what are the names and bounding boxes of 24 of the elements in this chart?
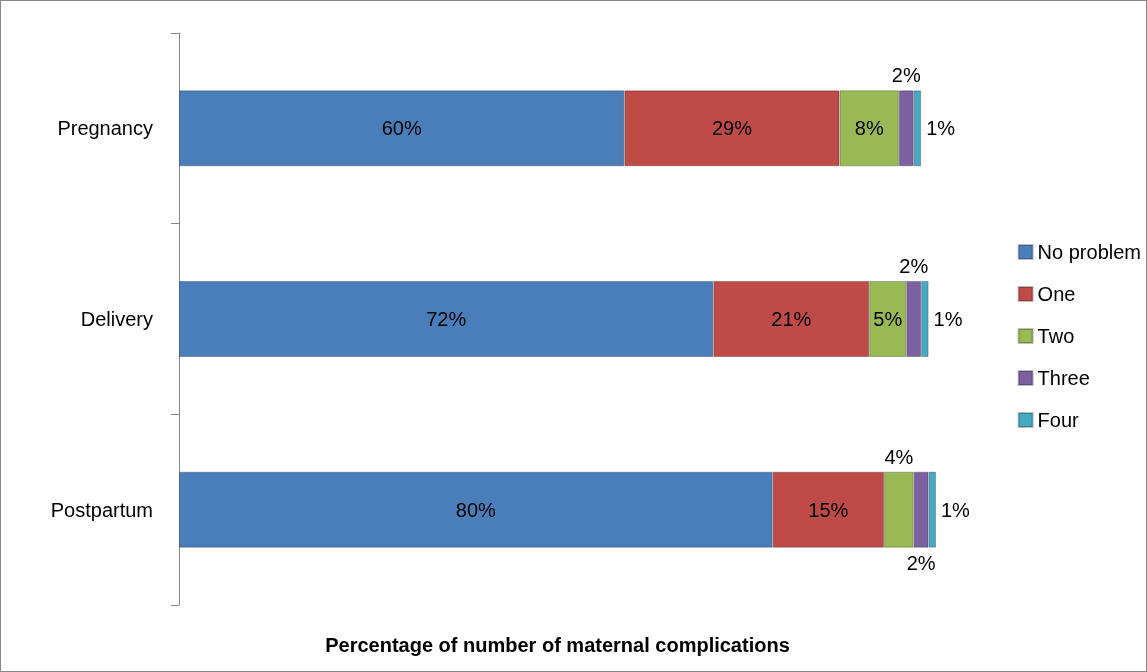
data-label: 1% [933,308,963,330]
data-label: 4% [884,445,914,468]
x-axis-title: Percentage of number of maternal complications [325,634,790,656]
data-label: 1% [941,498,971,521]
data-label: 15% [808,498,849,521]
data-label: 8% [854,117,884,140]
data-label: 2% [906,551,936,574]
legend-label: Three [1037,367,1090,389]
data-label: 80% [455,498,497,521]
legend-label: No problem [1037,241,1142,263]
data-label: 21% [771,308,812,330]
data-label: 5% [873,308,903,330]
data-label: 1% [926,117,956,140]
legend-label: Four [1037,409,1080,431]
y-tick-label: Postpartum [50,498,153,521]
legend-label: One [1037,283,1076,305]
legend-label: Two [1037,325,1075,347]
y-tick-label: Pregnancy [57,117,153,140]
data-label: 60% [381,117,422,140]
data-label: 29% [711,117,753,140]
data-label: 2% [899,255,929,277]
data-label: 2% [891,64,921,87]
data-label: 72% [426,308,467,330]
y-tick-label: Delivery [80,308,153,330]
